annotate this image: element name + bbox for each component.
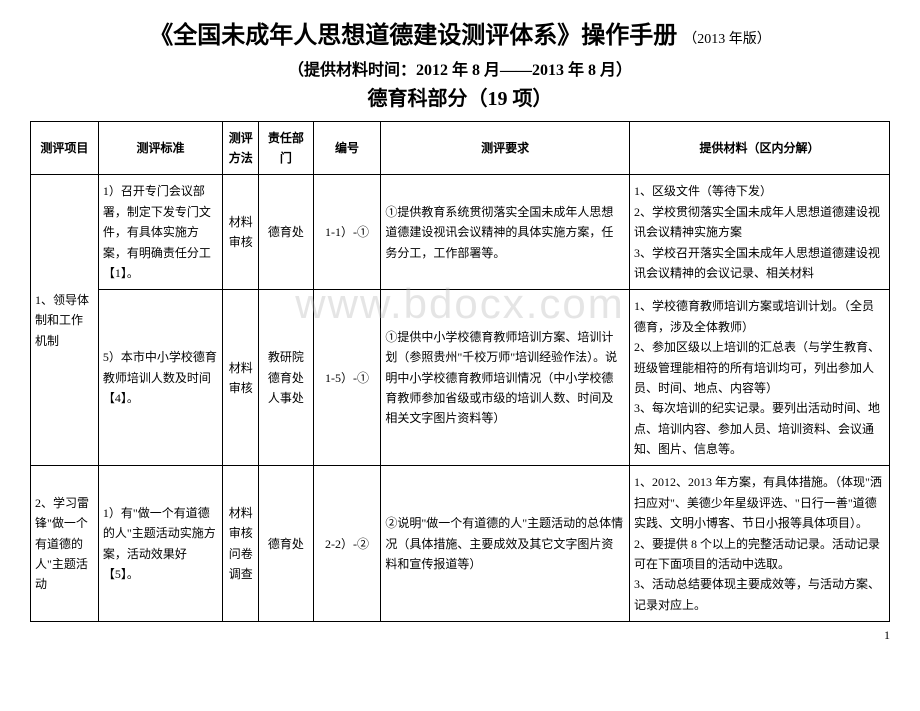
section-title: 德育科部分（19 项） xyxy=(30,82,890,111)
cell-material: 1、区级文件（等待下发）2、学校贯彻落实全国未成年人思想道德建设视讯会议精神实施… xyxy=(630,175,890,290)
cell-num: 1-1）-① xyxy=(313,175,381,290)
page-wrapper: www.bdocx.com 《全国未成年人思想道德建设测评体系》操作手册 （20… xyxy=(30,20,890,643)
cell-method: 材料审核问卷调查 xyxy=(223,466,259,622)
cell-method: 材料审核 xyxy=(223,290,259,466)
cell-req: ①提供教育系统贯彻落实全国未成年人思想道德建设视讯会议精神的具体实施方案，任务分… xyxy=(381,175,630,290)
table-header-row: 测评项目 测评标准 测评方法 责任部门 编号 测评要求 提供材料（区内分解） xyxy=(31,121,890,175)
page-number: 1 xyxy=(30,628,890,643)
header-project: 测评项目 xyxy=(31,121,99,175)
header-material: 提供材料（区内分解） xyxy=(630,121,890,175)
header-standard: 测评标准 xyxy=(98,121,222,175)
cell-material: 1、2012、2013 年方案，有具体措施。（体现"洒扫应对"、美德少年星级评选… xyxy=(630,466,890,622)
document-title: 《全国未成年人思想道德建设测评体系》操作手册 （2013 年版） xyxy=(30,20,890,54)
cell-dept: 德育处 xyxy=(259,175,313,290)
title-edition: （2013 年版） xyxy=(683,32,771,47)
header-dept: 责任部门 xyxy=(259,121,313,175)
header-method: 测评方法 xyxy=(223,121,259,175)
cell-material: 1、学校德育教师培训方案或培训计划。（全员德育，涉及全体教师）2、参加区级以上培… xyxy=(630,290,890,466)
title-main-text: 《全国未成年人思想道德建设测评体系》操作手册 xyxy=(149,23,677,49)
cell-method: 材料审核 xyxy=(223,175,259,290)
cell-dept: 教研院德育处人事处 xyxy=(259,290,313,466)
document-subtitle: （提供材料时间：2012 年 8 月——2013 年 8 月） xyxy=(30,56,890,80)
header-num: 编号 xyxy=(313,121,381,175)
cell-project: 2、学习雷锋"做一个有道德的人"主题活动 xyxy=(31,466,99,622)
cell-dept: 德育处 xyxy=(259,466,313,622)
cell-standard: 5）本市中小学校德育教师培训人数及时间【4】。 xyxy=(98,290,222,466)
table-row: 2、学习雷锋"做一个有道德的人"主题活动 1）有"做一个有道德的人"主题活动实施… xyxy=(31,466,890,622)
table-body: 1、领导体制和工作机制 1）召开专门会议部署，制定下发专门文件，有具体实施方案，… xyxy=(31,175,890,622)
evaluation-table: 测评项目 测评标准 测评方法 责任部门 编号 测评要求 提供材料（区内分解） 1… xyxy=(30,121,890,623)
cell-req: ①提供中小学校德育教师培训方案、培训计划（参照贵州"千校万师"培训经验作法）。说… xyxy=(381,290,630,466)
table-row: 1、领导体制和工作机制 1）召开专门会议部署，制定下发专门文件，有具体实施方案，… xyxy=(31,175,890,290)
cell-req: ②说明"做一个有道德的人"主题活动的总体情况（具体措施、主要成效及其它文字图片资… xyxy=(381,466,630,622)
cell-num: 1-5）-① xyxy=(313,290,381,466)
cell-standard: 1）有"做一个有道德的人"主题活动实施方案，活动效果好【5】。 xyxy=(98,466,222,622)
cell-project: 1、领导体制和工作机制 xyxy=(31,175,99,466)
cell-num: 2-2）-② xyxy=(313,466,381,622)
header-req: 测评要求 xyxy=(381,121,630,175)
table-row: 5）本市中小学校德育教师培训人数及时间【4】。 材料审核 教研院德育处人事处 1… xyxy=(31,290,890,466)
cell-standard: 1）召开专门会议部署，制定下发专门文件，有具体实施方案，有明确责任分工【1】。 xyxy=(98,175,222,290)
